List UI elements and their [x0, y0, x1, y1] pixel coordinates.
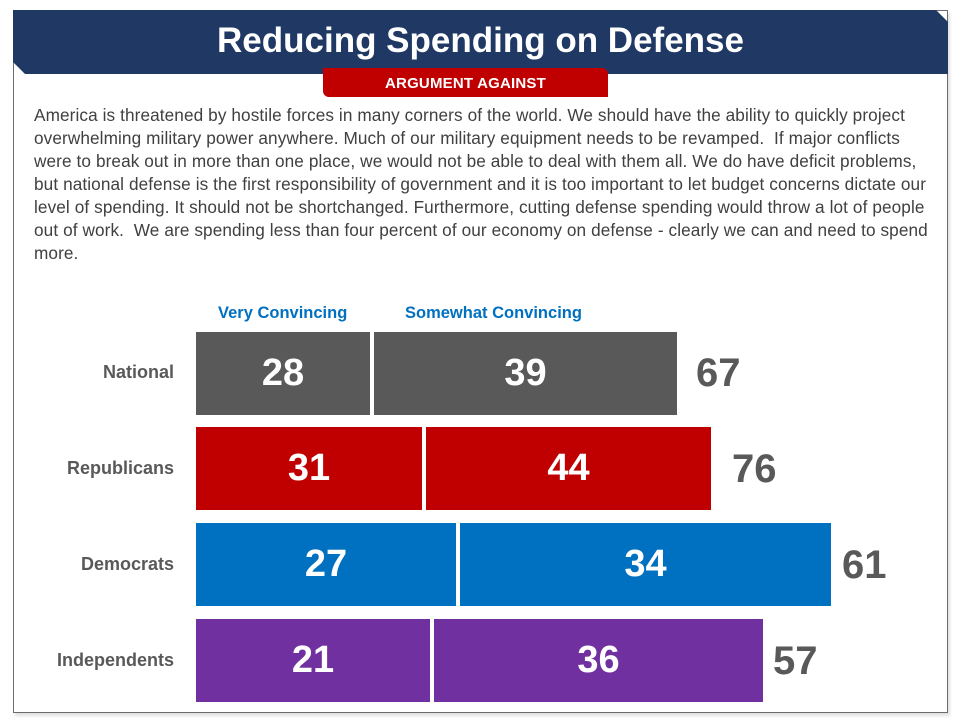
bar-independents-somewhat: 36 — [434, 619, 763, 702]
total-republicans: 76 — [732, 447, 777, 491]
row-label-national: National — [102, 362, 174, 382]
bar-republicans-somewhat: 44 — [426, 427, 711, 510]
bar-democrats-somewhat: 34 — [460, 523, 831, 606]
page-title: Reducing Spending on Defense — [217, 21, 744, 60]
total-independents: 57 — [773, 639, 818, 683]
total-national: 67 — [696, 351, 741, 395]
bar-republicans-very: 31 — [196, 427, 422, 510]
bar-democrats-very: 27 — [196, 523, 456, 606]
legend-very-convincing: Very Convincing — [218, 304, 348, 322]
bar-independents-very: 21 — [196, 619, 430, 702]
row-label-republicans: Republicans — [66, 458, 174, 478]
header-band — [13, 10, 948, 74]
argument-text: America is threatened by hostile forces … — [34, 105, 928, 263]
legend-somewhat-convincing: Somewhat Convincing — [405, 304, 582, 322]
bar-national-very: 28 — [196, 332, 370, 415]
bar-national-somewhat: 39 — [374, 332, 677, 415]
row-label-democrats: Democrats — [80, 554, 174, 574]
total-democrats: 61 — [842, 543, 887, 587]
argument-against-badge: ARGUMENT AGAINST — [323, 68, 608, 97]
row-label-independents: Independents — [56, 650, 174, 670]
